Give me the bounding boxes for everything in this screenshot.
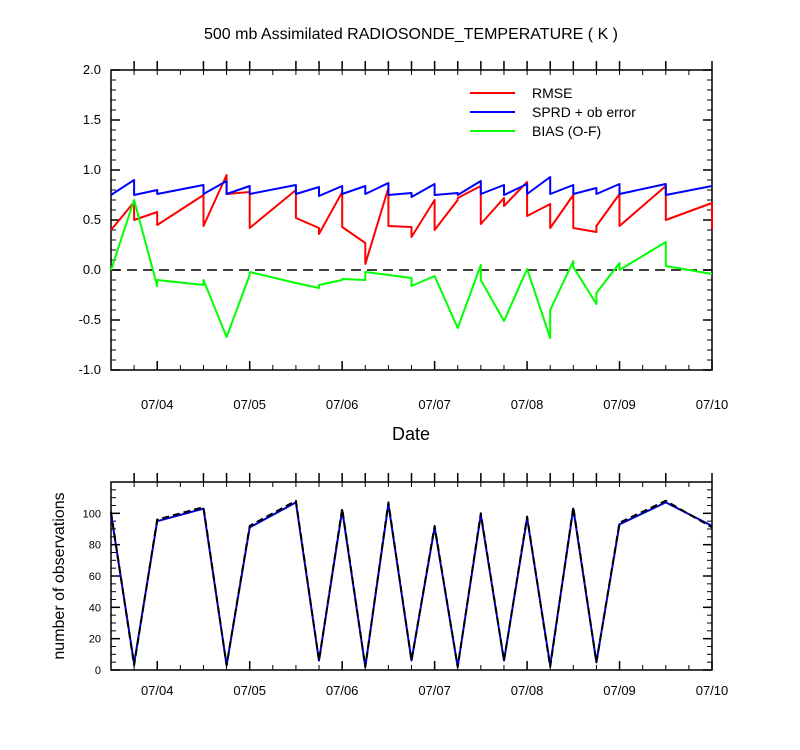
series-line-obs-count-dashed — [110, 499, 713, 668]
legend: RMSE SPRD + ob error BIAS (O-F) — [470, 85, 636, 139]
x-tick-label: 07/08 — [511, 397, 544, 412]
x-tick-label: 07/07 — [418, 397, 451, 412]
y-tick-label: 0.5 — [83, 212, 101, 227]
x-tick-label: 07/09 — [603, 683, 636, 698]
series-line-obs-count-solid — [110, 501, 713, 668]
y-tick-label: 60 — [89, 571, 101, 583]
top-chart-xlabel: Date — [392, 424, 430, 444]
legend-label: SPRD + ob error — [532, 104, 636, 120]
x-tick-label: 07/04 — [141, 683, 174, 698]
x-tick-label: 07/07 — [418, 683, 451, 698]
top-chart-title: 500 mb Assimilated RADIOSONDE_TEMPERATUR… — [204, 26, 618, 43]
legend-label: RMSE — [532, 85, 572, 101]
y-tick-label: 2.0 — [83, 62, 101, 77]
y-tick-label: 80 — [89, 540, 101, 552]
x-tick-label: 07/06 — [326, 397, 359, 412]
y-tick-label: 20 — [89, 634, 101, 646]
chart-panel-1: 2.0 1.5 1.0 0.5 0.0 -0.5 -1.0 07/04 07/05 07/06 07… — [79, 61, 729, 412]
x-tick-label: 07/05 — [233, 683, 266, 698]
y-tick-label: 40 — [89, 602, 101, 614]
y-tick-label: -1.0 — [79, 362, 101, 377]
legend-label: BIAS (O-F) — [532, 123, 601, 139]
x-tick-label: 07/08 — [511, 683, 544, 698]
x-tick-label: 07/05 — [233, 397, 266, 412]
series-line-sprd-ob-error — [110, 176, 713, 198]
series-line-bias-o-f — [110, 199, 713, 339]
x-tick-label: 07/10 — [696, 683, 729, 698]
x-tick-label: 07/10 — [696, 397, 729, 412]
x-tick-label: 07/04 — [141, 397, 174, 412]
y-tick-label: 0 — [95, 665, 101, 677]
series-line-rmse — [110, 174, 713, 265]
y-tick-label: 0.0 — [83, 262, 101, 277]
y-tick-label: -0.5 — [79, 312, 101, 327]
y-tick-label: 1.0 — [83, 162, 101, 177]
y-tick-label: 100 — [83, 508, 101, 520]
x-tick-label: 07/06 — [326, 683, 359, 698]
x-tick-label: 07/09 — [603, 397, 636, 412]
y-tick-label: 1.5 — [83, 112, 101, 127]
chart-panel-2: 100 80 60 40 20 0 07/04 07/05 07/06 07/07 07/08 07/… — [83, 473, 729, 698]
bottom-chart-ylabel: number of observations — [51, 492, 68, 659]
